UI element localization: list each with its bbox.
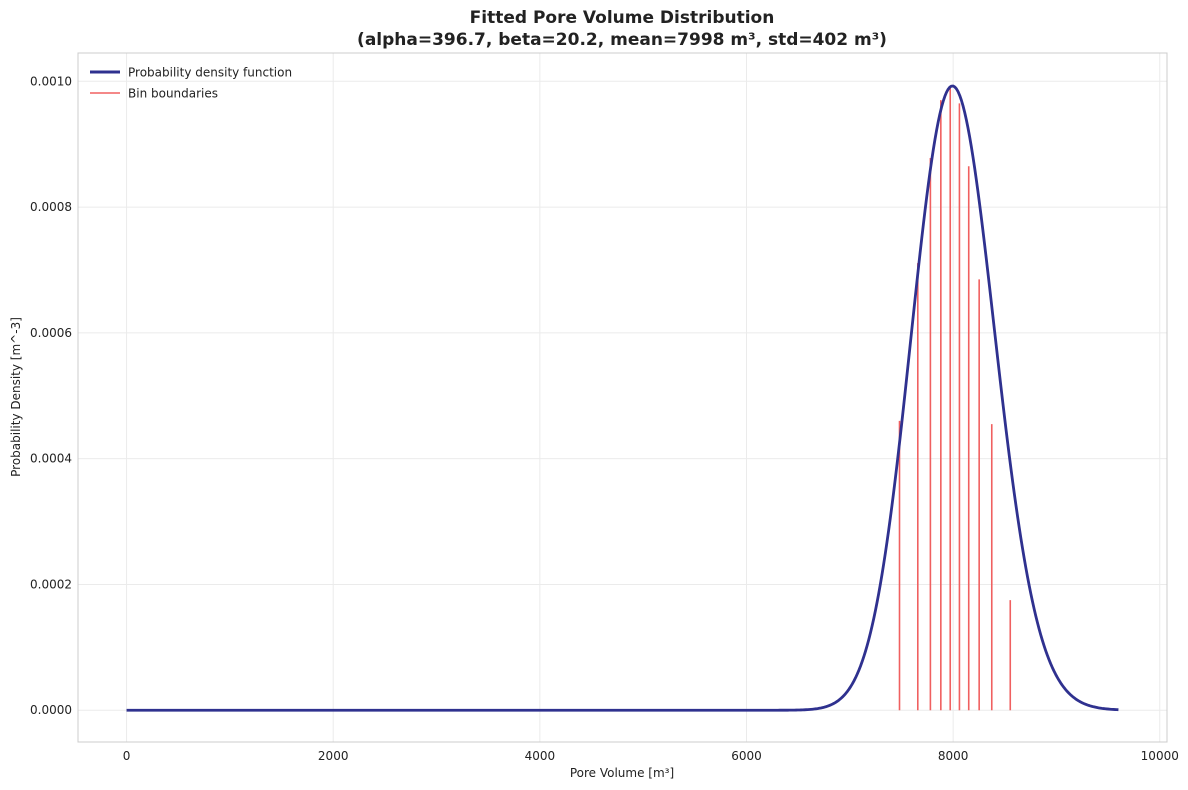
y-tick-label: 0.0000 [30, 703, 72, 717]
x-tick-label: 2000 [318, 749, 349, 763]
legend-bin-label: Bin boundaries [128, 87, 218, 101]
x-axis-ticks: 0 2000 4000 6000 8000 10000 [123, 749, 1179, 763]
pdf-line [126, 84, 1119, 712]
pdf-series [126, 84, 1119, 712]
x-tick-label: 4000 [525, 749, 556, 763]
x-tick-label: 10000 [1141, 749, 1179, 763]
grid-lines [78, 53, 1167, 742]
y-tick-label: 0.0002 [30, 577, 72, 591]
y-tick-label: 0.0010 [30, 74, 72, 88]
y-tick-label: 0.0006 [30, 326, 72, 340]
x-tick-label: 8000 [938, 749, 969, 763]
legend-pdf-label: Probability density function [128, 66, 292, 80]
plot-area-frame [77, 52, 1168, 743]
y-tick-label: 0.0004 [30, 452, 72, 466]
x-axis-label: Pore Volume [m³] [570, 766, 674, 780]
chart-subtitle: (alpha=396.7, beta=20.2, mean=7998 m³, s… [357, 30, 887, 50]
y-axis-label: Probability Density [m^-3] [9, 317, 23, 477]
x-tick-label: 6000 [731, 749, 762, 763]
y-axis-ticks: 0.0000 0.0002 0.0004 0.0006 0.0008 0.0010 [30, 74, 72, 717]
bin-boundary-lines [898, 87, 1012, 711]
chart-title: Fitted Pore Volume Distribution [470, 8, 775, 28]
legend: Probability density function Bin boundar… [90, 66, 292, 101]
y-tick-label: 0.0008 [30, 200, 72, 214]
x-tick-label: 0 [123, 749, 131, 763]
